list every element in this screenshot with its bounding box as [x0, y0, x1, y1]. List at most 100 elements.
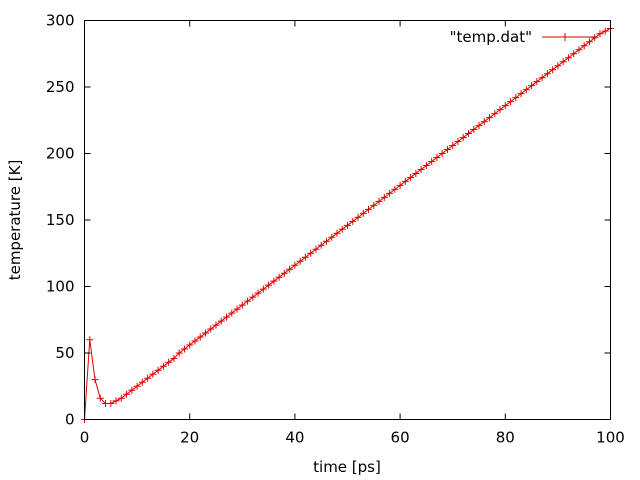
data-point	[196, 333, 204, 341]
axis-ticks: 0 20 40 60 80 100 0 50 100 150 200 250 300	[46, 12, 625, 447]
data-point	[328, 233, 336, 241]
data-point	[365, 205, 373, 213]
data-point	[533, 78, 541, 86]
legend-marker	[561, 33, 569, 41]
data-point	[86, 336, 94, 344]
data-point	[412, 169, 420, 177]
data-point	[144, 374, 152, 382]
y-tick-label: 300	[46, 12, 75, 30]
data-point	[407, 173, 415, 181]
data-point	[191, 337, 199, 345]
data-point	[359, 209, 367, 217]
data-point	[464, 130, 472, 138]
data-point	[291, 261, 299, 269]
data-point	[538, 74, 546, 82]
y-tick-label: 150	[46, 211, 75, 229]
data-point	[112, 397, 120, 405]
data-point	[244, 297, 252, 305]
data-point	[370, 201, 378, 209]
data-point	[375, 197, 383, 205]
data-point	[433, 153, 441, 161]
data-point	[449, 142, 457, 150]
data-point	[443, 146, 451, 154]
data-point	[254, 289, 262, 297]
y-tick-label: 50	[55, 344, 74, 362]
y-tick-label: 200	[46, 145, 75, 163]
data-point	[301, 253, 309, 261]
x-axis-title: time [ps]	[313, 458, 381, 476]
y-tick-label: 250	[46, 78, 75, 96]
x-tick-label: 0	[80, 429, 90, 447]
data-point	[454, 138, 462, 146]
data-point	[554, 62, 562, 70]
data-point	[312, 245, 320, 253]
data-point	[280, 269, 288, 277]
data-point	[217, 317, 225, 325]
legend: "temp.dat"	[450, 28, 596, 46]
x-tick-label: 100	[596, 429, 625, 447]
data-point	[354, 213, 362, 221]
data-point	[496, 106, 504, 114]
data-point	[338, 225, 346, 233]
data-point	[307, 249, 315, 257]
data-point	[149, 370, 157, 378]
data-point	[107, 400, 115, 408]
y-tick-label: 0	[65, 411, 75, 429]
data-point	[317, 241, 325, 249]
plot-frame	[84, 20, 611, 420]
data-point	[580, 42, 588, 50]
x-tick-label: 40	[285, 429, 304, 447]
x-tick-label: 20	[180, 429, 199, 447]
data-point	[212, 321, 220, 329]
data-point	[170, 354, 178, 362]
data-point	[559, 58, 567, 66]
data-point	[322, 237, 330, 245]
data-point	[501, 102, 509, 110]
data-point	[491, 110, 499, 118]
y-tick-label: 100	[46, 278, 75, 296]
data-point	[570, 50, 578, 58]
data-point	[396, 181, 404, 189]
data-point	[223, 313, 231, 321]
data-point	[564, 54, 572, 62]
x-tick-label: 60	[391, 429, 410, 447]
data-point	[475, 122, 483, 130]
data-point	[522, 86, 530, 94]
data-point	[154, 366, 162, 374]
data-point	[543, 70, 551, 78]
data-point	[601, 27, 609, 35]
data-point	[380, 193, 388, 201]
data-point	[175, 349, 183, 357]
data-point	[159, 362, 167, 370]
data-point	[138, 378, 146, 386]
data-point	[486, 114, 494, 122]
data-point	[270, 277, 278, 285]
data-point	[438, 150, 446, 157]
data-point	[596, 30, 604, 38]
data-point	[459, 134, 467, 142]
data-point	[128, 386, 136, 394]
data-point	[91, 376, 99, 384]
x-tick-label: 80	[496, 429, 515, 447]
data-point	[207, 325, 215, 333]
data-point	[349, 217, 357, 225]
data-point	[517, 90, 525, 98]
data-point	[422, 161, 430, 169]
data-point	[238, 301, 246, 309]
data-point	[386, 189, 394, 197]
data-point	[275, 273, 283, 281]
data-point	[428, 157, 436, 165]
data-point	[165, 358, 173, 366]
data-point	[528, 82, 536, 90]
data-point	[333, 229, 341, 237]
data-point	[575, 46, 583, 54]
data-point	[391, 185, 399, 193]
data-point	[591, 34, 599, 42]
data-point	[133, 382, 141, 390]
data-point	[344, 221, 351, 229]
data-point	[417, 165, 425, 173]
data-point	[549, 66, 557, 74]
data-point	[401, 177, 409, 185]
data-point	[512, 94, 520, 102]
